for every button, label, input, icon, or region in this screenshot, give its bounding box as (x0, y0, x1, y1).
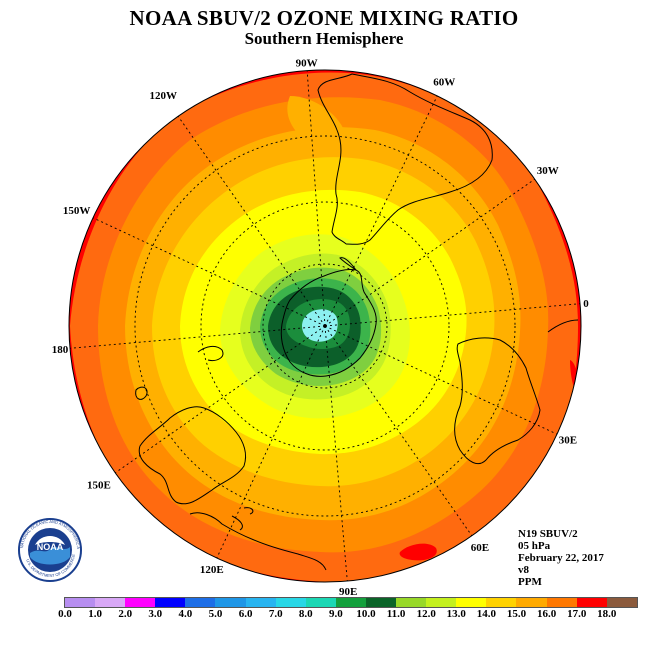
colorbar-tick-label: 16.0 (536, 608, 557, 620)
colorbar-tick-label: 2.0 (118, 608, 133, 620)
colorbar-segment (426, 598, 457, 607)
logo-text: NOAA (37, 542, 64, 552)
colorbar-segment (546, 598, 577, 607)
colorbar-tick-label: 4.0 (178, 608, 193, 620)
longitude-label: 90W (296, 58, 318, 70)
coast-africa-north (547, 319, 579, 333)
colorbar-tick-label: 8.0 (298, 608, 313, 620)
colorbar-segment (95, 598, 126, 607)
colorbar-tick-label: 12.0 (416, 608, 436, 620)
colorbar (64, 597, 638, 608)
longitude-label: 150W (63, 205, 91, 217)
colorbar-segment (245, 598, 276, 607)
colorbar-segment (275, 598, 306, 607)
longitude-label: 0 (583, 298, 589, 310)
coast-new-zealand-north (197, 345, 224, 361)
units-label: PPM (518, 576, 542, 588)
colorbar-tick-label: 14.0 (476, 608, 497, 620)
colorbar-segment (396, 598, 427, 607)
colorbar-tick-label: 1.0 (88, 608, 102, 620)
coast-south-america (317, 73, 353, 245)
coast-antarctic-peninsula (339, 257, 357, 271)
coast-south-america-east (345, 73, 493, 245)
ozone-field (69, 70, 581, 582)
colorbar-tick-label: 15.0 (506, 608, 527, 620)
longitude-label: 30E (559, 434, 577, 446)
longitude-label: 60E (471, 542, 489, 554)
colorbar-tick-label: 0.0 (58, 608, 72, 620)
longitude-label: 180 (52, 344, 69, 356)
zone-red-patch (399, 543, 437, 561)
colorbar-tick-label: 18.0 (597, 608, 617, 620)
longitude-label: 120E (200, 564, 224, 576)
version-label: v8 (518, 564, 529, 576)
coast-new-zealand-south (135, 386, 148, 400)
zone-amber-patch (287, 96, 346, 153)
colorbar-segment (365, 598, 397, 607)
satellite-label: N19 SBUV/2 (518, 528, 578, 540)
colorbar-segment (606, 598, 637, 607)
longitude-labels: 90W 60W 30W 0 30E 60E 90E 120E 150E 180 150W 120W (52, 58, 589, 598)
colorbar-tick-label: 10.0 (356, 608, 376, 620)
coastlines (135, 73, 579, 571)
noaa-logo-icon: NOAA NATIONAL OCEANIC AND ATMOSPHERIC AD… (15, 513, 82, 582)
pressure-level-label: 05 hPa (518, 540, 551, 552)
longitude-label: 30W (537, 165, 559, 177)
coast-indonesia (189, 512, 255, 541)
colorbar-tick-label: 6.0 (238, 608, 253, 620)
colorbar-segment (576, 598, 607, 607)
map-border (68, 69, 582, 583)
coast-island-1 (231, 515, 243, 531)
colorbar-segment (185, 598, 216, 607)
noaa-logo: NOAA NATIONAL OCEANIC AND ATMOSPHERIC AD… (15, 513, 83, 588)
date-label: February 22, 2017 (518, 552, 604, 564)
colorbar-segment (516, 598, 547, 607)
longitude-label: 60W (433, 77, 455, 89)
coast-southeast-asia (253, 539, 327, 571)
longitude-label: 90E (339, 586, 357, 598)
colorbar-tick-label: 3.0 (148, 608, 163, 620)
colorbar-tick-label: 11.0 (386, 608, 406, 620)
page-title: NOAA SBUV/2 OZONE MIXING RATIO (129, 6, 519, 30)
colorbar-segment (486, 598, 517, 607)
coast-island-2 (243, 507, 254, 515)
colorbar-segment (305, 598, 336, 607)
colorbar-tick-label: 13.0 (446, 608, 466, 620)
colorbar-segment (65, 598, 96, 607)
page-subtitle: Southern Hemisphere (244, 29, 404, 48)
longitude-label: 150E (87, 479, 111, 491)
colorbar-tick-label: 7.0 (268, 608, 283, 620)
zone-cyan-core (302, 309, 338, 342)
longitude-label: 120W (150, 90, 178, 102)
colorbar-segment (215, 598, 246, 607)
graticule (134, 135, 516, 517)
coast-australia (138, 406, 247, 505)
info-block: N19 SBUV/2 05 hPa February 22, 2017 v8 P… (518, 528, 604, 588)
colorbar-tick-label: 17.0 (567, 608, 587, 620)
colorbar-segment (125, 598, 156, 607)
colorbar-tick-labels: 0.0 1.0 2.0 3.0 4.0 5.0 6.0 7.0 8.0 9.0 10.0 11.0 12… (0, 608, 648, 622)
coast-antarctica (280, 269, 377, 377)
colorbar-tick-label: 9.0 (329, 608, 343, 620)
colorbar-tick-label: 5.0 (208, 608, 223, 620)
coast-africa (454, 337, 541, 465)
colorbar-segment (335, 598, 366, 607)
colorbar-segment (155, 598, 186, 607)
colorbar-segment (456, 598, 487, 607)
